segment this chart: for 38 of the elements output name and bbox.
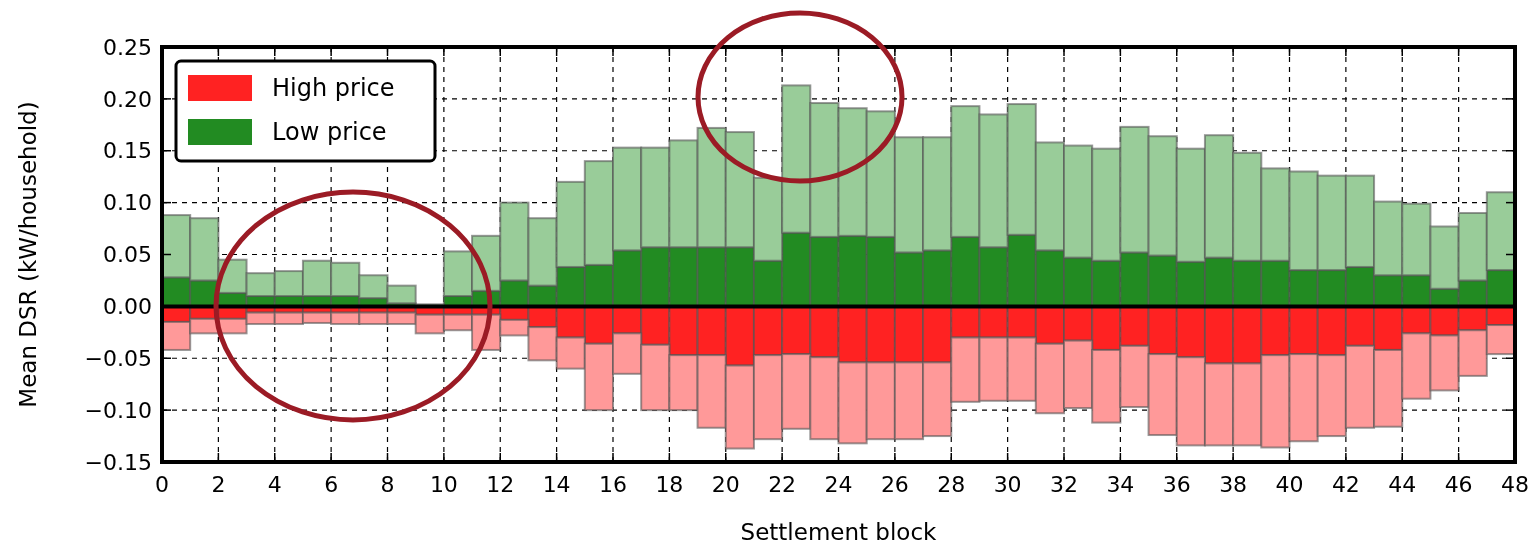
x-tick-label: 24 xyxy=(824,472,853,497)
x-tick-label: 8 xyxy=(380,472,395,497)
x-tick-label: 18 xyxy=(655,472,684,497)
x-tick-label: 42 xyxy=(1331,472,1360,497)
y-tick-label: 0.25 xyxy=(103,34,152,60)
x-tick-label: 44 xyxy=(1388,472,1417,497)
legend-label: Low price xyxy=(272,118,387,147)
x-tick-label: 4 xyxy=(267,472,282,497)
x-tick-label: 26 xyxy=(880,472,909,497)
x-axis-title: Settlement block xyxy=(740,519,938,545)
x-tick-label: 10 xyxy=(429,472,458,497)
x-tick-label: 2 xyxy=(211,472,226,497)
y-tick-label: −0.10 xyxy=(84,397,152,423)
y-axis-title: Mean DSR (kW/household) xyxy=(15,101,41,408)
x-tick-label: 38 xyxy=(1219,472,1248,497)
y-tick-label: 0.05 xyxy=(103,242,152,268)
x-tick-label: 40 xyxy=(1275,472,1304,497)
x-tick-label: 0 xyxy=(155,472,169,497)
y-tick-label: 0.15 xyxy=(103,138,152,164)
x-tick-label: 6 xyxy=(324,472,339,497)
x-tick-label: 36 xyxy=(1162,472,1191,497)
x-tick-label: 32 xyxy=(1050,472,1078,497)
legend-label: High price xyxy=(272,74,395,103)
x-tick-label: 12 xyxy=(486,472,515,497)
x-tick-label: 46 xyxy=(1444,472,1473,497)
x-tick-label: 30 xyxy=(993,472,1022,497)
x-tick-label: 34 xyxy=(1106,472,1135,497)
x-tick-label: 14 xyxy=(542,472,571,497)
y-tick-label: 0.20 xyxy=(103,86,152,112)
x-tick-label: 28 xyxy=(937,472,966,497)
y-tick-label: 0.10 xyxy=(103,190,152,216)
x-tick-label: 22 xyxy=(768,472,797,497)
x-tick-label: 20 xyxy=(711,472,740,497)
y-tick-label: −0.05 xyxy=(84,345,152,371)
y-tick-label: 0.00 xyxy=(103,294,152,320)
x-tick-label: 48 xyxy=(1501,472,1529,497)
x-tick-label: 16 xyxy=(599,472,627,497)
y-tick-label: −0.15 xyxy=(84,449,152,475)
